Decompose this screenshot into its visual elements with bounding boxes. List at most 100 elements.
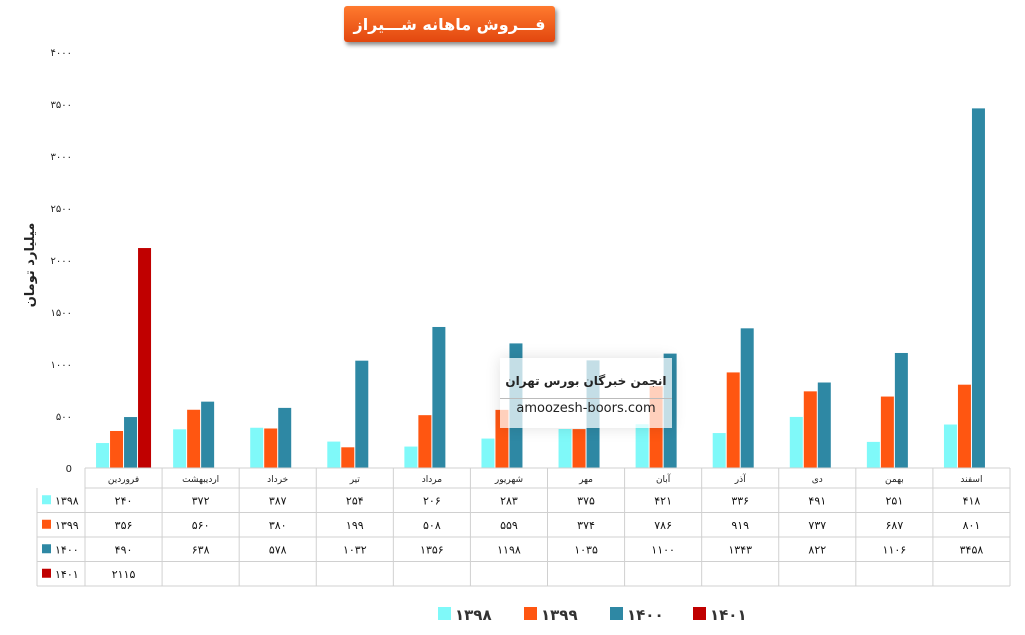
y-axis-label: میلیارد تومان bbox=[23, 223, 38, 308]
data-cell: ۳۳۶ bbox=[731, 494, 749, 507]
category-label: فروردین bbox=[108, 475, 139, 485]
data-cell: ۱۳۴۳ bbox=[728, 543, 752, 556]
bar bbox=[817, 382, 831, 468]
category-label: مرداد bbox=[422, 475, 442, 485]
bar bbox=[124, 417, 138, 468]
series-swatch bbox=[42, 544, 51, 554]
bar bbox=[173, 429, 187, 468]
data-cell: ۳۷۲ bbox=[192, 494, 210, 507]
data-cell: ۷۳۷ bbox=[808, 519, 826, 532]
category-label: اردیبهشت bbox=[182, 475, 219, 485]
bar bbox=[278, 407, 292, 468]
data-cell: ۶۸۷ bbox=[886, 519, 904, 532]
legend-swatch bbox=[438, 607, 451, 620]
category-label: مهر bbox=[578, 475, 593, 485]
data-cell: ۳۴۵۸ bbox=[960, 543, 984, 556]
legend-label: ۱۳۹۸ bbox=[455, 606, 492, 624]
bar bbox=[803, 391, 817, 468]
series-label: ۱۳۹۹ bbox=[55, 519, 79, 532]
data-cell: ۵۶۰ bbox=[192, 519, 210, 532]
bar bbox=[943, 424, 957, 468]
data-cell: ۳۸۰ bbox=[269, 519, 287, 532]
category-label: تیر bbox=[349, 475, 361, 485]
y-tick-label: ۲۵۰۰ bbox=[51, 204, 72, 215]
data-cell: ۴۹۰ bbox=[115, 543, 133, 556]
data-cell: ۱۳۵۶ bbox=[420, 543, 444, 556]
bar bbox=[250, 427, 264, 468]
chart-title: فـــروش ماهانه شـــیراز bbox=[344, 6, 555, 42]
y-tick-label: ۴۰۰۰ bbox=[51, 48, 72, 59]
watermark: انجمن خبرگان بورس تهران amoozesh-boors.c… bbox=[500, 358, 672, 428]
data-cell: ۸۲۲ bbox=[808, 543, 826, 556]
data-cell: ۸۰۱ bbox=[963, 519, 981, 532]
data-cell: ۲۸۳ bbox=[500, 494, 518, 507]
legend-swatch bbox=[610, 607, 623, 620]
legend-label: ۱۴۰۱ bbox=[710, 606, 747, 624]
y-tick-label: ۱۰۰۰ bbox=[51, 360, 72, 371]
bar bbox=[432, 326, 446, 468]
data-cell: ۱۰۳۵ bbox=[574, 543, 598, 556]
bar bbox=[971, 108, 985, 469]
y-tick-label: ۳۵۰۰ bbox=[51, 100, 72, 111]
data-cell: ۱۰۳۲ bbox=[343, 543, 367, 556]
bar bbox=[96, 443, 110, 468]
bar bbox=[880, 396, 894, 468]
data-cell: ۱۱۰۰ bbox=[651, 543, 675, 556]
watermark-name: انجمن خبرگان بورس تهران bbox=[505, 374, 667, 388]
bar bbox=[789, 416, 803, 468]
category-label: خرداد bbox=[267, 475, 288, 485]
y-tick-label: ۳۰۰۰ bbox=[51, 152, 72, 163]
series-swatch bbox=[42, 519, 51, 529]
watermark-site: amoozesh-boors.com bbox=[500, 398, 672, 416]
data-cell: ۲۵۴ bbox=[346, 494, 364, 507]
category-label: شهریور bbox=[494, 475, 523, 485]
data-cell: ۴۲۱ bbox=[654, 494, 672, 507]
data-cell: ۶۳۸ bbox=[192, 543, 210, 556]
bar bbox=[418, 415, 432, 468]
category-label: آبان bbox=[656, 473, 671, 485]
bar bbox=[110, 430, 124, 468]
data-cell: ۹۱۹ bbox=[731, 519, 749, 532]
data-cell: ۲۵۱ bbox=[886, 494, 904, 507]
data-cell: ۲۴۰ bbox=[115, 494, 133, 507]
data-cell: ۵۷۸ bbox=[269, 543, 287, 556]
bar bbox=[712, 433, 726, 468]
bar bbox=[481, 438, 495, 468]
bar bbox=[572, 429, 586, 468]
category-label: آذر bbox=[734, 473, 746, 485]
series-label: ۱۴۰۱ bbox=[55, 568, 79, 581]
data-cell: ۱۱۰۶ bbox=[883, 543, 907, 556]
data-cell: ۵۵۹ bbox=[500, 519, 518, 532]
bar bbox=[264, 428, 278, 468]
data-cell: ۳۷۴ bbox=[577, 519, 595, 532]
bar bbox=[866, 441, 880, 468]
y-tick-label: ۲۰۰۰ bbox=[51, 256, 72, 267]
bar bbox=[740, 328, 754, 468]
data-cell: ۴۹۱ bbox=[808, 494, 826, 507]
legend-label: ۱۳۹۹ bbox=[541, 606, 578, 624]
bar bbox=[327, 441, 341, 468]
bar bbox=[355, 360, 369, 468]
data-cell: ۱۱۹۸ bbox=[497, 543, 521, 556]
bar bbox=[894, 352, 908, 468]
data-cell: ۱۹۹ bbox=[346, 519, 364, 532]
series-label: ۱۴۰۰ bbox=[55, 543, 79, 556]
legend-swatch bbox=[693, 607, 706, 620]
data-cell: ۲۱۱۵ bbox=[112, 568, 136, 581]
series-swatch bbox=[42, 495, 51, 505]
bar bbox=[187, 409, 201, 468]
bar bbox=[201, 401, 215, 468]
data-cell: ۴۱۸ bbox=[963, 494, 981, 507]
data-cell: ۵۰۸ bbox=[423, 519, 441, 532]
category-label: بهمن bbox=[885, 475, 904, 485]
category-label: دی bbox=[812, 475, 823, 485]
bar bbox=[957, 384, 971, 468]
y-tick-label: 0 bbox=[66, 464, 72, 475]
bar bbox=[138, 248, 152, 468]
y-tick-label: ۱۵۰۰ bbox=[51, 308, 72, 319]
data-cell: ۲۰۶ bbox=[423, 494, 441, 507]
data-cell: ۳۷۵ bbox=[577, 494, 595, 507]
y-tick-label: ۵۰۰ bbox=[56, 412, 72, 423]
bar bbox=[635, 424, 649, 468]
